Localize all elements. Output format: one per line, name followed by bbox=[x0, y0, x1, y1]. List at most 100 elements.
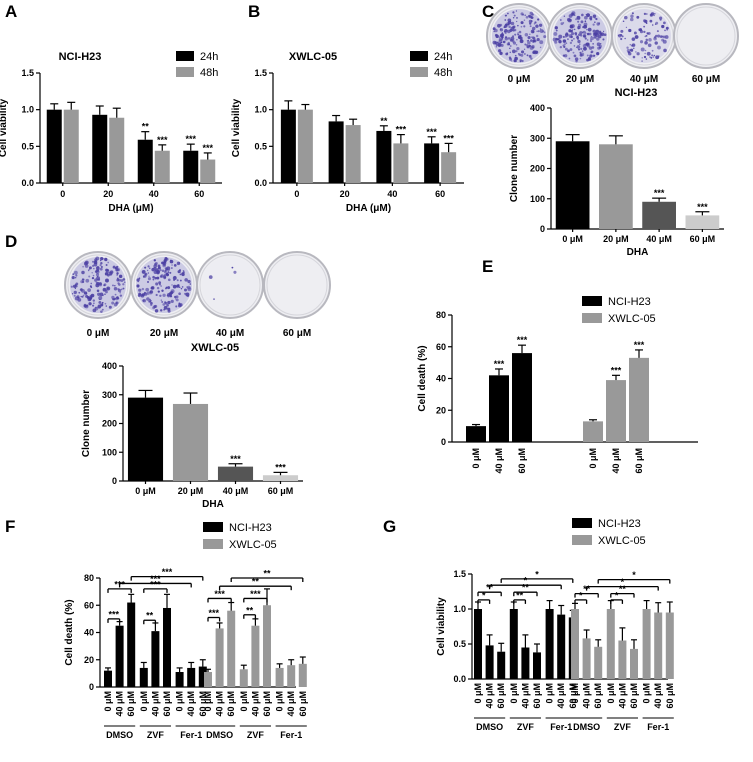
x-axis-label: DHA (μM) bbox=[346, 203, 391, 214]
colony bbox=[528, 19, 533, 24]
bar bbox=[583, 421, 603, 442]
dish-label: 60 μM bbox=[283, 328, 311, 339]
colony bbox=[231, 266, 234, 269]
colony bbox=[100, 262, 103, 265]
x-tick-label: 0 bbox=[294, 189, 299, 199]
x-tick-label: 0 μM bbox=[471, 448, 481, 469]
bar bbox=[489, 375, 509, 442]
colony bbox=[576, 45, 581, 49]
colony bbox=[82, 294, 85, 297]
chart-title: NCI-H23 bbox=[615, 87, 658, 99]
colony bbox=[558, 39, 562, 44]
x-axis-label: DHA bbox=[202, 499, 224, 510]
significance-label: ** bbox=[142, 122, 150, 132]
culture-dish bbox=[673, 3, 739, 69]
colony bbox=[568, 57, 571, 60]
legend-swatch bbox=[582, 296, 602, 306]
colony bbox=[88, 268, 90, 271]
colony bbox=[155, 282, 159, 286]
bar bbox=[606, 380, 626, 442]
significance-label: *** bbox=[157, 135, 168, 145]
colony bbox=[529, 25, 532, 28]
culture-dish bbox=[263, 251, 331, 319]
colony bbox=[92, 299, 95, 302]
colony bbox=[141, 269, 146, 274]
colony bbox=[102, 287, 107, 292]
significance-label: * bbox=[621, 577, 625, 587]
colony bbox=[580, 20, 584, 24]
colony bbox=[509, 38, 513, 42]
colony bbox=[653, 14, 655, 17]
colony bbox=[636, 52, 640, 56]
bar bbox=[545, 609, 554, 679]
colony bbox=[596, 37, 600, 41]
colony bbox=[111, 301, 115, 305]
colony bbox=[573, 38, 575, 40]
colony bbox=[594, 37, 596, 39]
significance-label: *** bbox=[494, 359, 505, 369]
colony bbox=[137, 280, 139, 283]
y-tick-label: 200 bbox=[102, 419, 117, 429]
x-tick-label: 0 bbox=[60, 189, 65, 199]
colony bbox=[85, 292, 88, 295]
colony bbox=[145, 287, 150, 292]
colony-dishes-c: 0 μM 20 μM 40 μM 60 μM bbox=[486, 3, 739, 85]
colony bbox=[74, 296, 79, 301]
colony bbox=[659, 16, 663, 20]
colony bbox=[107, 261, 110, 264]
significance-label: *** bbox=[275, 462, 286, 472]
chart-panel-e: 0 20 40 60 80 Cell death (%) 0 μM *** 40 μM *** 60… bbox=[417, 296, 698, 474]
x-tick-label: 40 μM bbox=[611, 448, 621, 474]
colony bbox=[81, 295, 84, 298]
colony bbox=[144, 266, 147, 269]
significance-label: *** bbox=[150, 574, 161, 584]
colony bbox=[523, 48, 526, 50]
colony bbox=[118, 283, 121, 286]
dish-label: 20 μM bbox=[566, 74, 594, 85]
colony bbox=[122, 287, 125, 290]
y-tick-label: 1.0 bbox=[254, 105, 267, 115]
colony bbox=[508, 25, 511, 29]
colony bbox=[106, 287, 109, 290]
colony bbox=[112, 298, 115, 301]
x-tick-label: 0 μM bbox=[275, 691, 285, 712]
colony bbox=[508, 56, 512, 59]
bar bbox=[183, 150, 199, 183]
colony bbox=[620, 29, 624, 33]
colony bbox=[163, 273, 167, 276]
colony bbox=[626, 46, 629, 49]
colony bbox=[504, 14, 507, 17]
legend-swatch bbox=[176, 67, 194, 77]
colony bbox=[100, 303, 104, 307]
y-tick-label: 0.5 bbox=[21, 141, 34, 151]
colony bbox=[167, 286, 171, 290]
colony bbox=[172, 276, 177, 281]
colony bbox=[164, 256, 168, 260]
colony bbox=[83, 303, 87, 307]
colony bbox=[573, 45, 576, 47]
chart-title: NCI-H23 bbox=[59, 51, 102, 63]
colony bbox=[73, 290, 77, 295]
colony bbox=[81, 278, 84, 280]
y-tick-label: 400 bbox=[530, 103, 545, 113]
x-tick-label: 60 μM bbox=[593, 683, 603, 709]
y-tick-label: 1.5 bbox=[254, 68, 267, 78]
colony bbox=[100, 265, 103, 269]
colony bbox=[92, 260, 95, 263]
colony bbox=[156, 276, 160, 280]
colony bbox=[511, 60, 513, 62]
bar bbox=[115, 625, 124, 687]
colony bbox=[626, 48, 631, 53]
colony bbox=[562, 39, 567, 43]
legend-label: 48h bbox=[434, 67, 452, 79]
dish-label: 0 μM bbox=[87, 328, 110, 339]
significance-label: * bbox=[524, 576, 528, 586]
colony bbox=[90, 282, 93, 285]
y-tick-label: 80 bbox=[84, 573, 94, 583]
colony bbox=[536, 30, 538, 32]
colony bbox=[163, 276, 167, 280]
colony bbox=[584, 43, 587, 46]
colony bbox=[639, 40, 644, 44]
bar bbox=[251, 625, 260, 687]
colony bbox=[516, 16, 518, 19]
